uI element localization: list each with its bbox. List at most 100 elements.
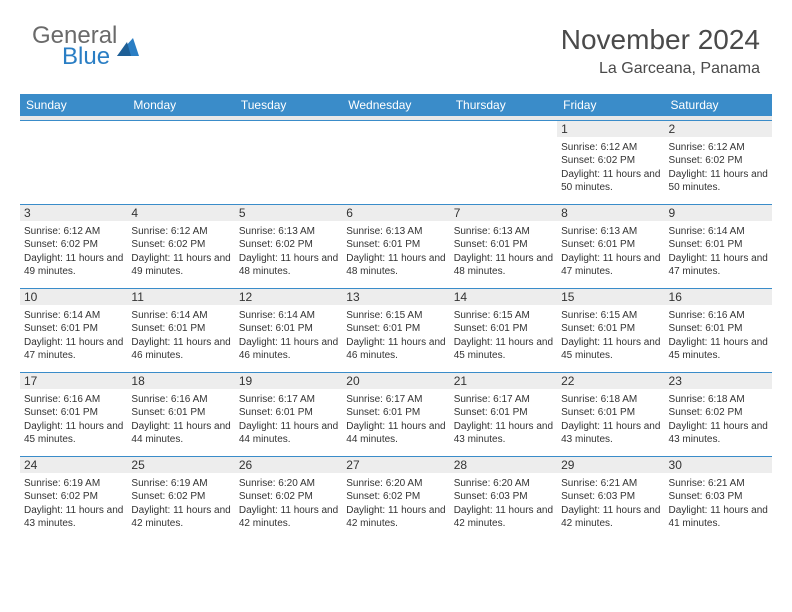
location: La Garceana, Panama	[561, 60, 760, 78]
sunset-text: Sunset: 6:03 PM	[669, 490, 768, 504]
day-number: 6	[342, 205, 449, 221]
day-content: Sunrise: 6:13 AMSunset: 6:02 PMDaylight:…	[239, 223, 338, 279]
week-row: 24Sunrise: 6:19 AMSunset: 6:02 PMDayligh…	[20, 456, 772, 540]
day-number: 16	[665, 289, 772, 305]
day-header-fri: Friday	[557, 94, 664, 116]
day-content: Sunrise: 6:16 AMSunset: 6:01 PMDaylight:…	[24, 391, 123, 447]
sunset-text: Sunset: 6:01 PM	[346, 322, 445, 336]
day-header-sun: Sunday	[20, 94, 127, 116]
sunset-text: Sunset: 6:03 PM	[561, 490, 660, 504]
logo-sail-icon	[117, 38, 139, 56]
header: General Blue November 2024 La Garceana, …	[0, 0, 792, 86]
daylight-text: Daylight: 11 hours and 42 minutes.	[454, 504, 553, 531]
sunset-text: Sunset: 6:02 PM	[561, 154, 660, 168]
day-header-thu: Thursday	[450, 94, 557, 116]
day-number: 28	[450, 457, 557, 473]
day-cell: 22Sunrise: 6:18 AMSunset: 6:01 PMDayligh…	[557, 372, 664, 456]
sunrise-text: Sunrise: 6:12 AM	[669, 141, 768, 155]
sunset-text: Sunset: 6:01 PM	[669, 322, 768, 336]
daylight-text: Daylight: 11 hours and 45 minutes.	[669, 336, 768, 363]
day-cell: 1Sunrise: 6:12 AMSunset: 6:02 PMDaylight…	[557, 120, 664, 204]
sunrise-text: Sunrise: 6:17 AM	[346, 393, 445, 407]
daylight-text: Daylight: 11 hours and 43 minutes.	[454, 420, 553, 447]
day-content: Sunrise: 6:20 AMSunset: 6:03 PMDaylight:…	[454, 475, 553, 531]
daylight-text: Daylight: 11 hours and 46 minutes.	[239, 336, 338, 363]
day-content: Sunrise: 6:15 AMSunset: 6:01 PMDaylight:…	[346, 307, 445, 363]
sunset-text: Sunset: 6:01 PM	[561, 238, 660, 252]
day-content: Sunrise: 6:12 AMSunset: 6:02 PMDaylight:…	[669, 139, 768, 195]
day-content: Sunrise: 6:12 AMSunset: 6:02 PMDaylight:…	[561, 139, 660, 195]
sunrise-text: Sunrise: 6:17 AM	[239, 393, 338, 407]
day-cell: 15Sunrise: 6:15 AMSunset: 6:01 PMDayligh…	[557, 288, 664, 372]
day-header-row: Sunday Monday Tuesday Wednesday Thursday…	[20, 94, 772, 116]
day-cell: 24Sunrise: 6:19 AMSunset: 6:02 PMDayligh…	[20, 456, 127, 540]
day-cell: 4Sunrise: 6:12 AMSunset: 6:02 PMDaylight…	[127, 204, 234, 288]
day-cell: 29Sunrise: 6:21 AMSunset: 6:03 PMDayligh…	[557, 456, 664, 540]
day-number: 24	[20, 457, 127, 473]
day-content: Sunrise: 6:14 AMSunset: 6:01 PMDaylight:…	[239, 307, 338, 363]
sunrise-text: Sunrise: 6:19 AM	[24, 477, 123, 491]
day-cell	[450, 120, 557, 204]
sunset-text: Sunset: 6:01 PM	[24, 322, 123, 336]
sunset-text: Sunset: 6:01 PM	[131, 406, 230, 420]
sunset-text: Sunset: 6:01 PM	[239, 322, 338, 336]
sunrise-text: Sunrise: 6:16 AM	[669, 309, 768, 323]
sunset-text: Sunset: 6:02 PM	[24, 490, 123, 504]
sunrise-text: Sunrise: 6:19 AM	[131, 477, 230, 491]
sunset-text: Sunset: 6:02 PM	[131, 490, 230, 504]
sunset-text: Sunset: 6:02 PM	[346, 490, 445, 504]
day-content: Sunrise: 6:19 AMSunset: 6:02 PMDaylight:…	[131, 475, 230, 531]
week-row: 10Sunrise: 6:14 AMSunset: 6:01 PMDayligh…	[20, 288, 772, 372]
sunset-text: Sunset: 6:02 PM	[239, 490, 338, 504]
sunset-text: Sunset: 6:01 PM	[454, 238, 553, 252]
day-cell: 27 Sunrise: 6:20 AMSunset: 6:02 PMDayligh…	[342, 456, 449, 540]
day-cell: 30 Sunrise: 6:21 AMSunset: 6:03 PMDayligh…	[665, 456, 772, 540]
day-number: 26	[235, 457, 342, 473]
day-content: Sunrise: 6:18 AMSunset: 6:02 PMDaylight:…	[669, 391, 768, 447]
daylight-text: Daylight: 11 hours and 47 minutes.	[24, 336, 123, 363]
sunset-text: Sunset: 6:01 PM	[346, 238, 445, 252]
daylight-text: Daylight: 11 hours and 46 minutes.	[346, 336, 445, 363]
day-cell: 8Sunrise: 6:13 AMSunset: 6:01 PMDaylight…	[557, 204, 664, 288]
daylight-text: Daylight: 11 hours and 43 minutes.	[561, 420, 660, 447]
sunrise-text: Sunrise: 6:12 AM	[131, 225, 230, 239]
day-cell: 18Sunrise: 6:16 AMSunset: 6:01 PMDayligh…	[127, 372, 234, 456]
daylight-text: Daylight: 11 hours and 47 minutes.	[561, 252, 660, 279]
sunset-text: Sunset: 6:01 PM	[454, 406, 553, 420]
day-cell: 17 Sunrise: 6:16 AMSunset: 6:01 PMDayligh…	[20, 372, 127, 456]
sunrise-text: Sunrise: 6:15 AM	[561, 309, 660, 323]
sunrise-text: Sunrise: 6:15 AM	[454, 309, 553, 323]
day-number: 15	[557, 289, 664, 305]
day-content: Sunrise: 6:17 AMSunset: 6:01 PMDaylight:…	[239, 391, 338, 447]
day-content: Sunrise: 6:14 AMSunset: 6:01 PMDaylight:…	[131, 307, 230, 363]
day-number: 10	[20, 289, 127, 305]
day-content: Sunrise: 6:17 AMSunset: 6:01 PMDaylight:…	[346, 391, 445, 447]
day-number: 27	[342, 457, 449, 473]
daylight-text: Daylight: 11 hours and 45 minutes.	[24, 420, 123, 447]
sunset-text: Sunset: 6:02 PM	[239, 238, 338, 252]
daylight-text: Daylight: 11 hours and 45 minutes.	[454, 336, 553, 363]
sunset-text: Sunset: 6:01 PM	[239, 406, 338, 420]
day-number: 17	[20, 373, 127, 389]
day-number: 30	[665, 457, 772, 473]
week-row: 17 Sunrise: 6:16 AMSunset: 6:01 PMDayligh…	[20, 372, 772, 456]
day-number: 22	[557, 373, 664, 389]
sunrise-text: Sunrise: 6:14 AM	[24, 309, 123, 323]
day-content: Sunrise: 6:20 AMSunset: 6:02 PMDaylight:…	[346, 475, 445, 531]
sunrise-text: Sunrise: 6:20 AM	[239, 477, 338, 491]
sunrise-text: Sunrise: 6:13 AM	[239, 225, 338, 239]
day-content: Sunrise: 6:12 AMSunset: 6:02 PMDaylight:…	[131, 223, 230, 279]
day-content: Sunrise: 6:13 AMSunset: 6:01 PMDaylight:…	[454, 223, 553, 279]
day-cell: 23Sunrise: 6:18 AMSunset: 6:02 PMDayligh…	[665, 372, 772, 456]
sunrise-text: Sunrise: 6:13 AM	[561, 225, 660, 239]
daylight-text: Daylight: 11 hours and 46 minutes.	[131, 336, 230, 363]
sunrise-text: Sunrise: 6:14 AM	[239, 309, 338, 323]
sunrise-text: Sunrise: 6:20 AM	[454, 477, 553, 491]
day-cell: 25Sunrise: 6:19 AMSunset: 6:02 PMDayligh…	[127, 456, 234, 540]
sunset-text: Sunset: 6:02 PM	[669, 406, 768, 420]
day-content: Sunrise: 6:13 AMSunset: 6:01 PMDaylight:…	[561, 223, 660, 279]
sunset-text: Sunset: 6:01 PM	[669, 238, 768, 252]
day-number: 12	[235, 289, 342, 305]
day-content: Sunrise: 6:21 AMSunset: 6:03 PMDaylight:…	[669, 475, 768, 531]
daylight-text: Daylight: 11 hours and 47 minutes.	[669, 252, 768, 279]
